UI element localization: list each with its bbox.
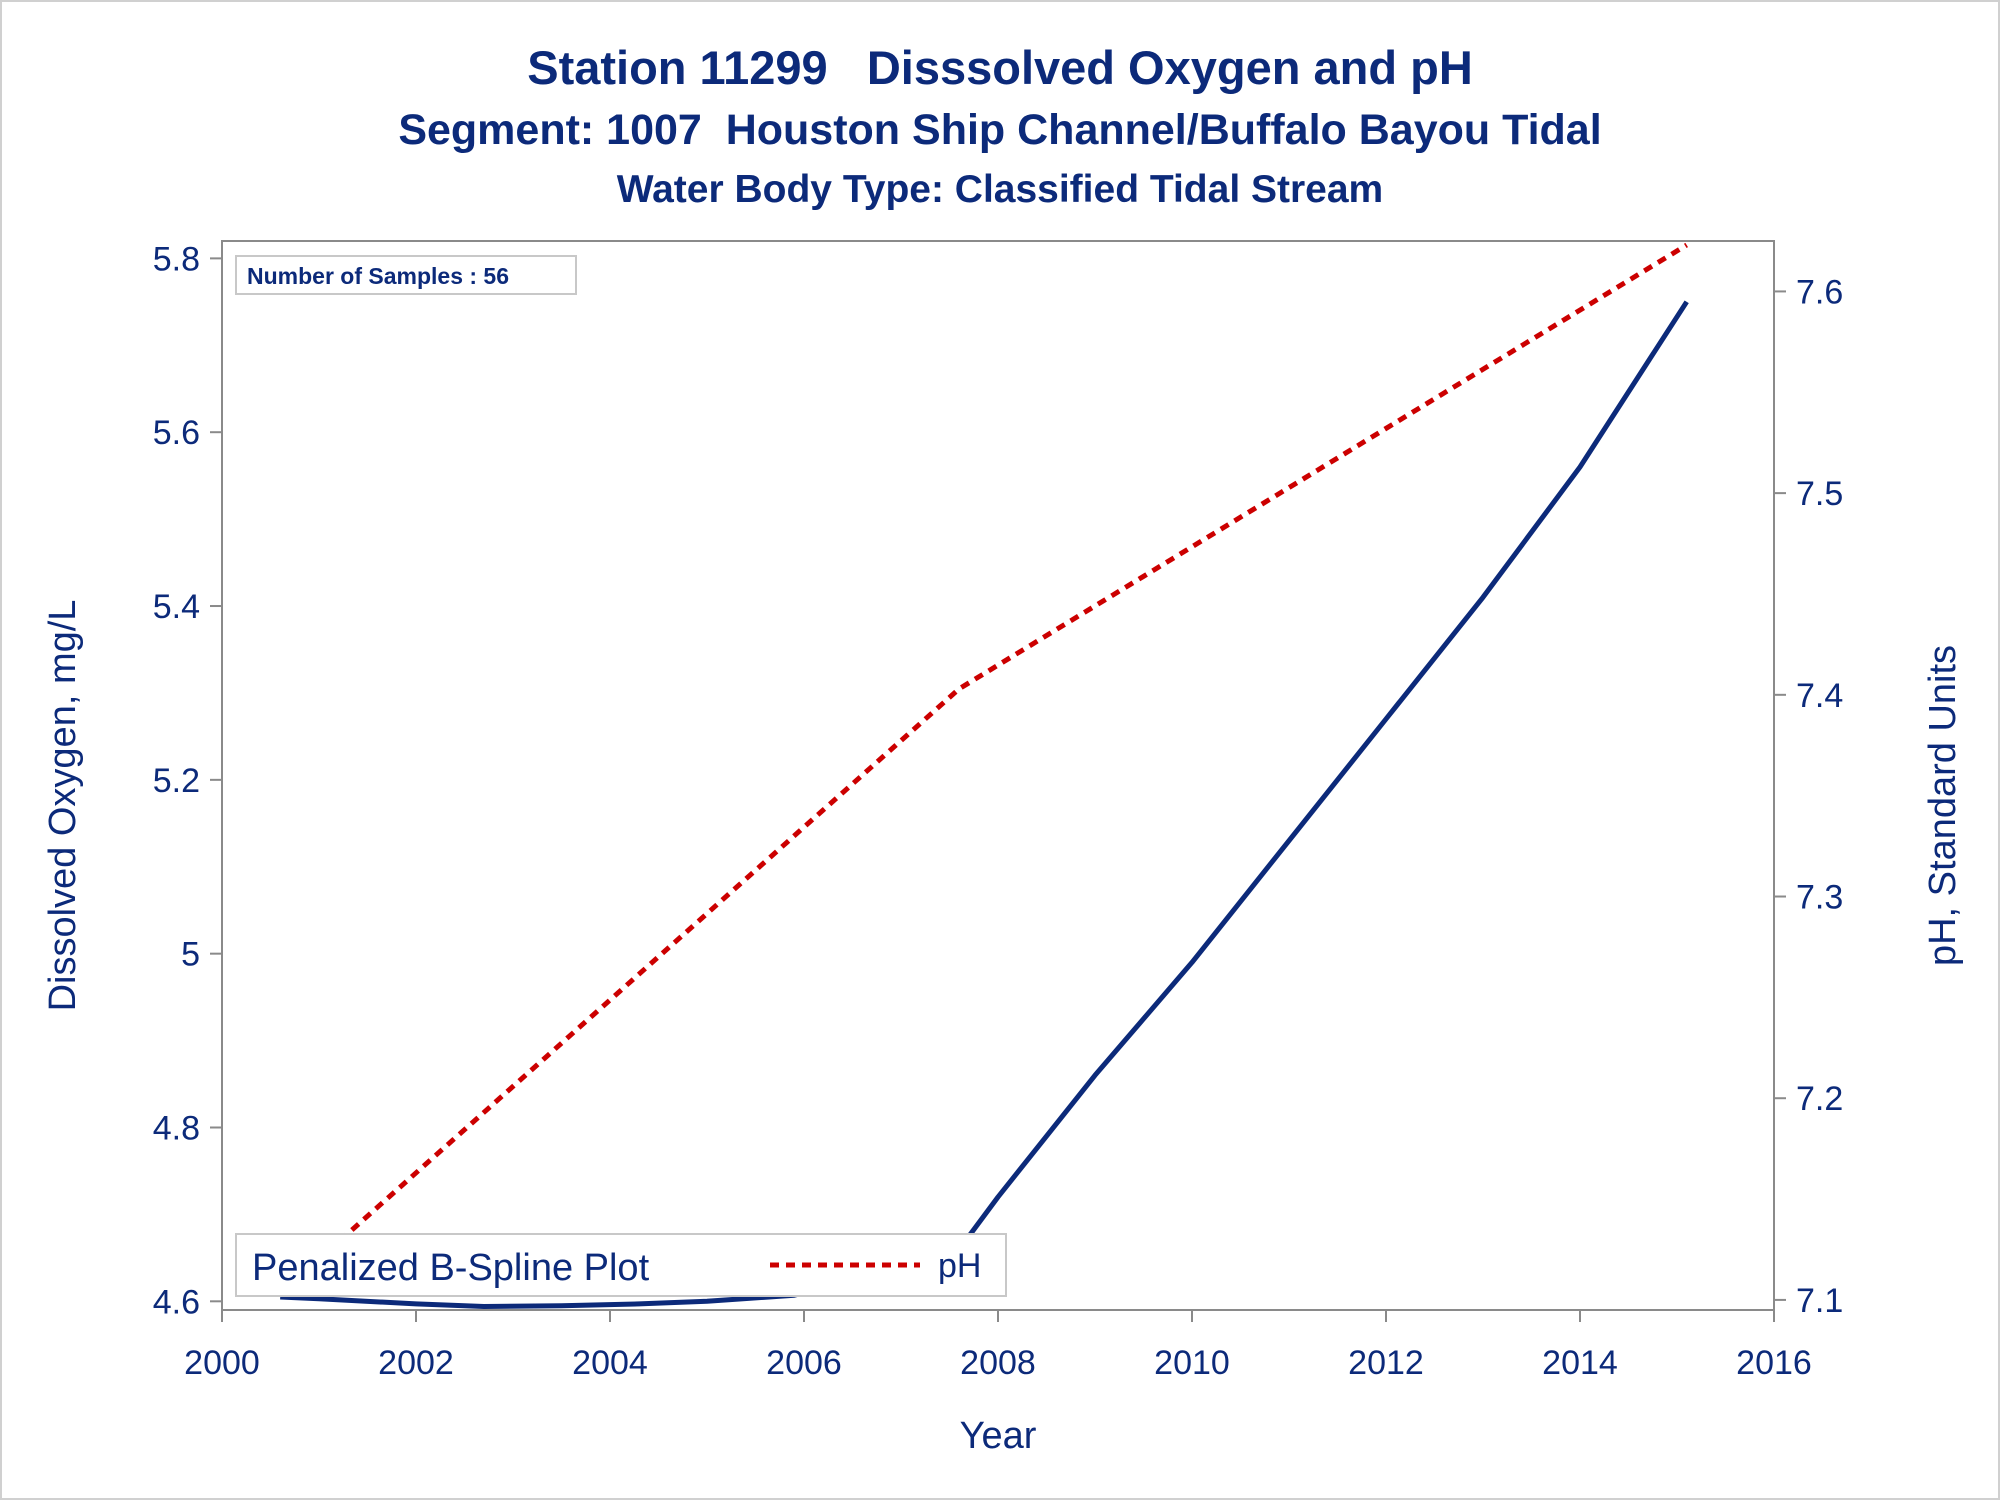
legend-ph-label: pH [938,1247,981,1285]
x-tick-label: 2010 [1154,1344,1230,1382]
x-tick-label: 2014 [1542,1344,1618,1382]
legend: Penalized B-Spline Plot pH [235,1233,1007,1297]
y-axis-label: Dissolved Oxygen, mg/L [42,600,84,1012]
dissolved-oxygen-line [280,300,1689,1309]
samples-annotation-box [235,255,577,295]
annotation-group: Number of Samples : 56 [235,255,577,295]
y2-tick-label: 7.5 [1796,475,1843,513]
y-tick-label: 5.6 [153,414,200,452]
y-tick-label: 5.8 [153,240,200,278]
x-tick-label: 2008 [960,1344,1036,1382]
x-tick-label: 2012 [1348,1344,1424,1382]
chart-subtitle-2: Water Body Type: Classified Tidal Stream [616,168,1384,211]
axes-group: 2000 2002 2004 2006 2008 2010 2012 2014 2016 4.6 4… [153,240,1844,1382]
y2-axis-label: pH, Standard Units [1922,645,1964,966]
y2-tick-label: 7.6 [1796,273,1843,311]
y-tick-label: 4.8 [153,1109,200,1147]
legend-box [235,1233,1007,1297]
y2-tick-label: 7.4 [1796,677,1843,715]
x-axis-label: Year [960,1415,1037,1457]
chart-subtitle: Segment: 1007 Houston Ship Channel/Buffa… [398,106,1602,154]
x-tick-label: 2006 [766,1344,842,1382]
y2-tick-label: 7.3 [1796,879,1843,917]
y-tick-label: 5.4 [153,588,200,626]
y2-tick-label: 7.2 [1796,1080,1843,1118]
y2-tick-label: 7.1 [1796,1282,1843,1320]
x-tick-label: 2016 [1736,1344,1812,1382]
y-tick-label: 4.6 [153,1283,200,1321]
chart-title: Station 11299 Disssolved Oxygen and pH [527,41,1473,94]
x-tick-label: 2002 [378,1344,454,1382]
y-tick-label: 5 [181,936,200,974]
series-layer [278,242,1689,1309]
legend-title: Penalized B-Spline Plot [252,1247,650,1289]
ph-line [278,242,1689,1296]
x-tick-label: 2000 [184,1344,260,1382]
samples-annotation: Number of Samples : 56 [247,263,509,289]
x-tick-label: 2004 [572,1344,648,1382]
plot-area [221,240,1775,1311]
y-tick-label: 5.2 [153,762,200,800]
